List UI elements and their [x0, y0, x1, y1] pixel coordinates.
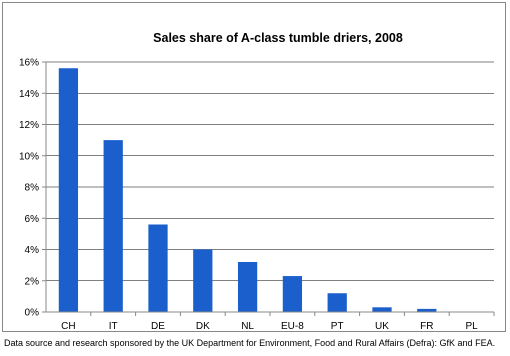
y-tick-label: 8% [25, 183, 40, 194]
data-source-footnote: Data source and research sponsored by th… [4, 338, 496, 348]
bar-ch [58, 68, 79, 312]
bars [58, 68, 437, 312]
y-axis-ticks: 0% 2% 4% 6% 8% 10% 12% 14% 16% [19, 58, 46, 319]
bar-de [148, 224, 168, 312]
y-tick-label: 4% [25, 245, 40, 256]
bar-pt [327, 293, 347, 312]
x-tick-label: NL [241, 321, 254, 332]
y-tick-label: 0% [25, 308, 40, 319]
x-tick-label: IT [109, 321, 118, 332]
x-tick-label: PL [465, 321, 478, 332]
bar-dk [193, 249, 213, 312]
x-axis-ticks: CH IT DE DK NL EU-8 PT UK FR PL [61, 312, 495, 332]
y-tick-label: 2% [25, 276, 40, 287]
x-tick-label: FR [420, 321, 433, 332]
y-tick-label: 14% [19, 89, 39, 100]
y-tick-label: 6% [25, 214, 40, 225]
y-tick-label: 10% [19, 151, 39, 162]
bar-uk [372, 307, 392, 312]
y-tick-label: 16% [19, 58, 39, 69]
chart-title: Sales share of A-class tumble driers, 20… [153, 31, 403, 45]
bar-nl [237, 262, 258, 312]
bar-chart: Sales share of A-class tumble driers, 20… [19, 31, 495, 332]
y-tick-label: 12% [19, 120, 39, 131]
bar-it [103, 140, 123, 312]
x-tick-label: PT [331, 321, 344, 332]
bar-fr [417, 308, 437, 312]
x-tick-label: DK [196, 321, 210, 332]
x-tick-label: DE [151, 321, 165, 332]
x-tick-label: EU-8 [281, 321, 304, 332]
x-tick-label: UK [375, 321, 389, 332]
x-tick-label: CH [61, 321, 75, 332]
bar-eu-8 [282, 276, 303, 312]
